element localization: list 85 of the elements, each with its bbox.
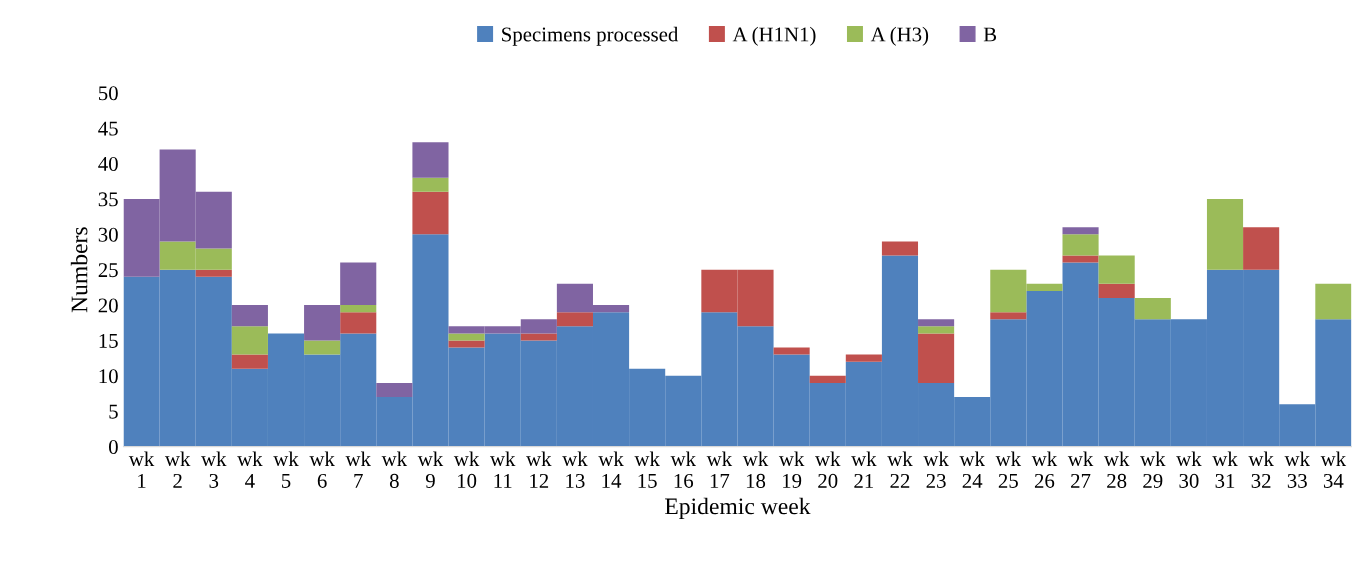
x-tick-label: wk 9 bbox=[417, 451, 444, 488]
x-tick-label: wk 25 bbox=[995, 451, 1022, 488]
bar bbox=[845, 354, 882, 362]
bar bbox=[990, 312, 1027, 320]
x-tick-label: wk 2 bbox=[164, 451, 191, 488]
legend-label: Specimens processed bbox=[502, 26, 679, 46]
bar bbox=[195, 269, 232, 277]
x-tick-label: wk 21 bbox=[851, 451, 877, 488]
bar bbox=[918, 319, 955, 327]
bar bbox=[1098, 283, 1135, 298]
x-tick-label: wk 28 bbox=[1103, 451, 1130, 488]
x-tick-label: wk 31 bbox=[1212, 451, 1238, 488]
y-tick-label: 45 bbox=[98, 121, 118, 136]
bar bbox=[1206, 198, 1244, 270]
bar bbox=[340, 305, 377, 313]
bar bbox=[448, 340, 485, 348]
x-tick-label: wk 32 bbox=[1248, 451, 1274, 488]
x-tick-label: wk 3 bbox=[201, 451, 227, 488]
bar bbox=[231, 326, 268, 355]
x-tick-label: wk 4 bbox=[237, 451, 263, 488]
x-tick-label: wk 5 bbox=[273, 451, 299, 488]
bar bbox=[1098, 255, 1135, 284]
bar bbox=[304, 305, 341, 341]
x-tick-label: wk 16 bbox=[670, 451, 697, 488]
bar bbox=[231, 305, 268, 327]
x-tick-label: wk 24 bbox=[959, 451, 985, 488]
x-tick-label: wk 6 bbox=[309, 451, 335, 488]
x-tick-label: wk 14 bbox=[598, 451, 624, 488]
y-tick-label: 30 bbox=[98, 227, 118, 242]
x-tick-label: wk 18 bbox=[742, 451, 769, 488]
bar bbox=[340, 262, 377, 306]
bar bbox=[1134, 298, 1171, 320]
y-tick-label: 5 bbox=[109, 404, 118, 419]
bar bbox=[1062, 227, 1099, 235]
x-tick-label: wk 26 bbox=[1031, 451, 1058, 488]
x-tick-label: wk 33 bbox=[1284, 451, 1310, 488]
legend-label: A (H3) bbox=[870, 26, 929, 46]
bar bbox=[881, 241, 919, 256]
bar bbox=[412, 191, 449, 235]
bar bbox=[556, 312, 593, 327]
bar bbox=[1243, 227, 1280, 270]
x-tick-label: wk 20 bbox=[815, 451, 841, 488]
x-axis-title: Epidemic week bbox=[665, 497, 811, 520]
bar bbox=[918, 333, 955, 383]
x-tick-label: wk 10 bbox=[453, 451, 480, 488]
bar bbox=[1315, 283, 1352, 320]
x-tick-label: wk 22 bbox=[887, 451, 913, 488]
y-tick-label: 35 bbox=[98, 192, 118, 207]
legend-label: A (H1N1) bbox=[732, 26, 816, 46]
bar bbox=[376, 382, 413, 398]
bar bbox=[809, 375, 846, 383]
y-axis-title: Numbers bbox=[70, 227, 88, 313]
y-tick-label: 25 bbox=[98, 263, 118, 278]
x-tick-label: wk 19 bbox=[778, 451, 805, 488]
legend-label: B bbox=[983, 27, 997, 42]
bar bbox=[520, 333, 557, 341]
bar bbox=[412, 177, 449, 192]
x-tick-label: wk 27 bbox=[1067, 451, 1094, 488]
x-tick-label: wk 30 bbox=[1176, 451, 1202, 488]
x-tick-label: wk 23 bbox=[923, 451, 949, 488]
y-tick-label: 20 bbox=[98, 298, 118, 313]
x-tick-label: wk 8 bbox=[381, 451, 408, 488]
x-tick-label: wk 11 bbox=[489, 451, 516, 488]
x-tick-label: wk 13 bbox=[562, 451, 588, 488]
x-tick-label: wk 34 bbox=[1320, 451, 1347, 488]
bar bbox=[448, 333, 485, 341]
bar bbox=[773, 347, 810, 355]
bar bbox=[231, 354, 268, 369]
y-tick-label: 0 bbox=[109, 439, 118, 455]
bar bbox=[918, 326, 955, 334]
x-tick-label: wk 7 bbox=[345, 451, 371, 488]
bar bbox=[1062, 234, 1099, 256]
bar bbox=[304, 340, 341, 355]
y-tick-label: 50 bbox=[99, 86, 118, 101]
x-tick-label: wk 29 bbox=[1140, 451, 1166, 488]
x-tick-label: wk 1 bbox=[128, 451, 155, 488]
x-tick-label: wk 12 bbox=[526, 451, 552, 488]
bar bbox=[340, 312, 377, 334]
y-tick-label: 10 bbox=[99, 369, 118, 384]
bar bbox=[412, 142, 449, 178]
x-tick-label: wk 17 bbox=[706, 451, 733, 488]
bar bbox=[1062, 255, 1099, 263]
y-tick-label: 40 bbox=[98, 156, 118, 171]
x-tick-label: wk 15 bbox=[634, 451, 660, 488]
y-tick-label: 15 bbox=[99, 333, 118, 348]
